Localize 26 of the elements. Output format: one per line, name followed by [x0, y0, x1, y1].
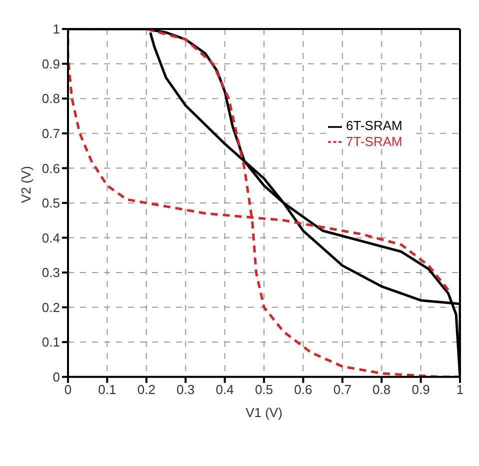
legend-label: 7T-SRAM — [346, 134, 402, 149]
x-axis-title: V1 (V) — [246, 404, 282, 420]
legend-label: 6T-SRAM — [346, 118, 402, 133]
y-tick-label: 0.6 — [42, 160, 60, 176]
y-tick-label: 0 — [52, 369, 60, 384]
y-tick-label: 0.3 — [42, 265, 60, 280]
y-tick-label: 0.8 — [42, 91, 60, 106]
y-tick-label: 0.9 — [42, 56, 60, 72]
x-tick-label: 0.9 — [412, 382, 430, 398]
x-tick-label: 0.2 — [137, 382, 156, 398]
x-tick-label: 0.6 — [294, 382, 312, 398]
y-tick-label: 0.5 — [42, 196, 60, 211]
x-tick-label: 0.4 — [216, 382, 234, 398]
y-axis-title: V2 (V) — [18, 166, 34, 203]
y-tick-label: 0.2 — [42, 300, 60, 315]
y-tick-label: 0.4 — [42, 230, 60, 246]
x-tick-label: 0.1 — [98, 382, 116, 398]
x-tick-label: 1 — [456, 382, 464, 398]
y-tick-label: 0.1 — [42, 334, 60, 350]
x-tick-label: 0.7 — [333, 382, 352, 398]
y-tick-label: 1 — [52, 22, 60, 37]
x-tick-label: 0.5 — [254, 382, 274, 398]
x-tick-label: 0 — [64, 382, 72, 398]
x-tick-label: 0.8 — [372, 382, 391, 398]
y-tick-label: 0.7 — [42, 126, 60, 141]
x-tick-label: 0.3 — [176, 382, 195, 398]
